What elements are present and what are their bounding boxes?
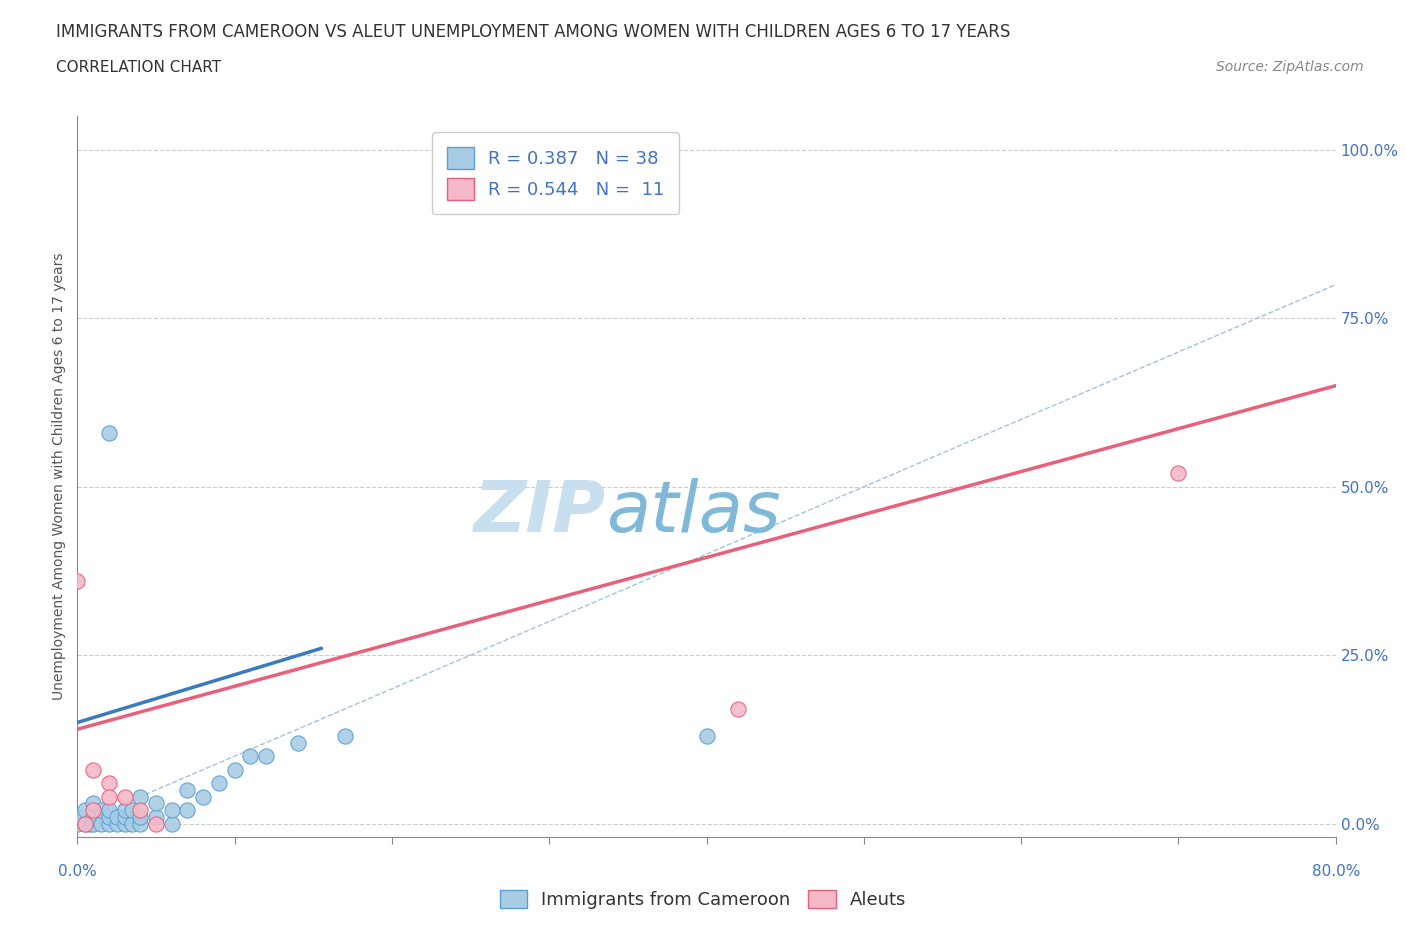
Text: ZIP: ZIP xyxy=(474,478,606,547)
Point xyxy=(176,782,198,797)
Point xyxy=(333,728,356,743)
Point xyxy=(145,817,167,831)
Point xyxy=(75,803,97,817)
Point xyxy=(129,809,152,824)
Point xyxy=(145,796,167,811)
Point xyxy=(114,803,136,817)
Point xyxy=(79,817,101,831)
Point xyxy=(224,763,246,777)
Point xyxy=(114,790,136,804)
Point xyxy=(121,817,143,831)
Point xyxy=(105,817,128,831)
Text: CORRELATION CHART: CORRELATION CHART xyxy=(56,60,221,75)
Point xyxy=(696,728,718,743)
Text: Source: ZipAtlas.com: Source: ZipAtlas.com xyxy=(1216,60,1364,74)
Point xyxy=(121,803,143,817)
Text: atlas: atlas xyxy=(606,478,780,547)
Point xyxy=(208,776,231,790)
Point xyxy=(129,803,152,817)
Point xyxy=(727,701,749,716)
Point xyxy=(75,817,97,831)
Point xyxy=(1167,466,1189,481)
Point xyxy=(160,803,183,817)
Point xyxy=(176,803,198,817)
Point xyxy=(145,809,167,824)
Point xyxy=(90,803,112,817)
Legend: R = 0.387   N = 38, R = 0.544   N =  11: R = 0.387 N = 38, R = 0.544 N = 11 xyxy=(432,132,679,215)
Point xyxy=(114,817,136,831)
Point xyxy=(160,817,183,831)
Point xyxy=(105,809,128,824)
Point xyxy=(97,817,120,831)
Point xyxy=(82,803,104,817)
Point xyxy=(97,425,120,440)
Point xyxy=(239,749,262,764)
Point xyxy=(129,817,152,831)
Point xyxy=(66,817,89,831)
Point xyxy=(129,790,152,804)
Text: 80.0%: 80.0% xyxy=(1312,864,1360,879)
Point xyxy=(90,817,112,831)
Point xyxy=(82,817,104,831)
Point xyxy=(82,809,104,824)
Text: 0.0%: 0.0% xyxy=(58,864,97,879)
Legend: Immigrants from Cameroon, Aleuts: Immigrants from Cameroon, Aleuts xyxy=(492,883,914,916)
Point xyxy=(97,790,120,804)
Point xyxy=(66,809,89,824)
Point xyxy=(97,803,120,817)
Point xyxy=(114,809,136,824)
Point xyxy=(66,574,89,589)
Point xyxy=(97,776,120,790)
Point xyxy=(97,809,120,824)
Y-axis label: Unemployment Among Women with Children Ages 6 to 17 years: Unemployment Among Women with Children A… xyxy=(52,253,66,700)
Point xyxy=(254,749,277,764)
Point xyxy=(82,796,104,811)
Text: IMMIGRANTS FROM CAMEROON VS ALEUT UNEMPLOYMENT AMONG WOMEN WITH CHILDREN AGES 6 : IMMIGRANTS FROM CAMEROON VS ALEUT UNEMPL… xyxy=(56,23,1011,41)
Point xyxy=(75,817,97,831)
Point xyxy=(82,763,104,777)
Point xyxy=(287,736,309,751)
Point xyxy=(191,790,215,804)
